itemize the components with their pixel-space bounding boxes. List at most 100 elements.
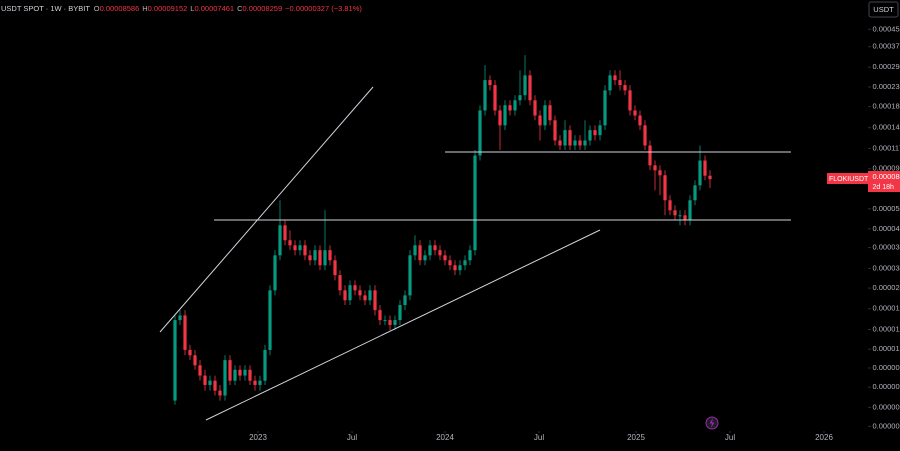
lightning-icon xyxy=(709,418,715,428)
candle-body xyxy=(468,250,472,261)
trend-line xyxy=(205,229,601,421)
candle-body xyxy=(183,315,187,350)
candle-body xyxy=(623,85,627,91)
candle-body xyxy=(553,120,557,141)
y-tick-label: 0.000148 xyxy=(873,123,900,132)
candle-body xyxy=(453,265,457,271)
candle-body xyxy=(563,130,567,146)
candle-body xyxy=(428,245,432,256)
candle-body xyxy=(598,125,602,136)
candle-body xyxy=(278,225,282,256)
last-price: 0.00008259 xyxy=(873,172,900,181)
currency[interactable]: USDT xyxy=(873,5,894,14)
candle-body xyxy=(533,100,537,116)
candle-body xyxy=(463,260,467,266)
candle-body xyxy=(498,110,502,126)
candle-body xyxy=(398,305,402,321)
candle-body xyxy=(478,110,482,156)
ohlc-label: L xyxy=(190,4,194,13)
low-value: 0.00007461 xyxy=(194,4,234,13)
currency-button[interactable] xyxy=(868,1,899,18)
x-axis: 2023 Jul 2024 Jul 2025 Jul 2026 xyxy=(249,431,833,442)
candle-body xyxy=(203,375,207,385)
x-tick-label: Jul xyxy=(347,433,357,442)
candle-body xyxy=(538,115,542,126)
candle-body xyxy=(378,310,382,321)
candle-body xyxy=(363,295,367,301)
candle-body xyxy=(193,355,197,366)
y-tick-label: 0.000371 xyxy=(873,42,900,51)
candle-body xyxy=(228,360,232,381)
candle-body xyxy=(303,245,307,256)
candle-body xyxy=(353,285,357,291)
candle-body xyxy=(593,130,597,136)
candle-body xyxy=(488,80,492,86)
y-tick-label: 0.000294 xyxy=(873,62,900,71)
candle-body xyxy=(403,295,407,306)
candle-body xyxy=(518,95,522,101)
candle-body xyxy=(708,175,712,180)
candle-body xyxy=(693,185,697,201)
candle-body xyxy=(318,250,322,266)
candle-body xyxy=(408,255,412,296)
candle-body xyxy=(628,90,632,111)
y-axis: 0.000452 0.000371 0.000294 0.000235 0.000188… xyxy=(868,24,900,430)
candle-body xyxy=(558,140,562,146)
candle-body xyxy=(508,105,512,111)
candle-body xyxy=(673,210,677,216)
candle-body xyxy=(338,275,342,291)
header: USDT SPOT · 1W · BYBIT O0.00008586 H0.0000… xyxy=(1,4,362,13)
candle-body xyxy=(368,290,372,301)
y-tick-label: 0.000047 xyxy=(873,224,900,233)
candle-body xyxy=(348,285,352,301)
candle-body xyxy=(668,200,672,211)
candle-body xyxy=(218,390,222,396)
x-tick-label: 2026 xyxy=(815,433,833,442)
candle-body xyxy=(523,75,527,96)
candle-body xyxy=(678,215,682,217)
candle-body xyxy=(503,105,507,126)
candle-body xyxy=(238,369,242,376)
candle-body xyxy=(418,245,422,261)
candle-body xyxy=(268,290,272,350)
candle-body xyxy=(543,105,547,126)
candle-body xyxy=(493,85,497,111)
candle-body xyxy=(618,80,622,86)
candle-body xyxy=(288,240,292,246)
x-tick-label: 2024 xyxy=(436,433,454,442)
candle-body xyxy=(578,140,582,146)
symbol-info: USDT SPOT · 1W · BYBIT xyxy=(1,4,90,13)
candle-body xyxy=(458,265,462,271)
candle-body xyxy=(423,255,427,261)
y-tick-label: 0.000059 xyxy=(873,204,900,213)
y-tick-label: 0.000093 xyxy=(873,164,900,173)
symbol-label: FLOKIUSDT xyxy=(829,176,869,183)
ohlc-label: O xyxy=(94,4,100,13)
candle-body xyxy=(343,290,347,301)
candle-body xyxy=(443,255,447,261)
candle-body xyxy=(658,170,662,176)
x-tick-label: 2025 xyxy=(627,433,645,442)
candle-body xyxy=(588,130,592,141)
candle-body xyxy=(483,80,487,111)
candle-body xyxy=(253,380,257,385)
y-tick-label: 0.000117 xyxy=(873,143,900,152)
candle-body xyxy=(333,260,337,276)
y-tick-label: 0.000012 xyxy=(873,344,900,353)
candle-body xyxy=(258,380,262,385)
close-value: 0.00008259 xyxy=(243,4,283,13)
candle-body xyxy=(208,380,212,385)
y-tick-label: 0.000452 xyxy=(873,24,900,33)
x-tick-label: Jul xyxy=(725,433,735,442)
candle-body xyxy=(698,160,702,186)
candle-body xyxy=(293,245,297,251)
y-tick-label: 0.00003 xyxy=(873,263,900,272)
candle-body xyxy=(613,75,617,81)
ohlc-label: C xyxy=(237,4,243,13)
y-tick-label: 0.0000097 xyxy=(873,363,900,372)
y-tick-label: 0.0000062 xyxy=(873,402,900,411)
y-tick-label: 0.000038 xyxy=(873,243,900,252)
candle-body xyxy=(198,365,202,376)
